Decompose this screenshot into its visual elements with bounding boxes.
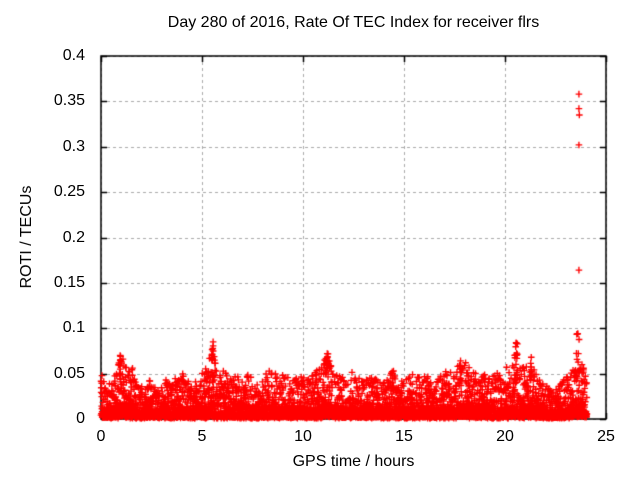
- y-tick-label: 0.35: [53, 92, 85, 110]
- x-tick-label: 5: [197, 428, 207, 445]
- x-tick-label: 20: [496, 428, 514, 445]
- x-axis-title: GPS time / hours: [292, 453, 415, 470]
- x-tick-label: 15: [395, 428, 413, 445]
- x-tick-label: 0: [96, 428, 106, 445]
- y-tick-label: 0.15: [53, 273, 85, 291]
- y-tick-label: 0.05: [53, 364, 85, 382]
- chart-title: Day 280 of 2016, Rate Of TEC Index for r…: [167, 14, 540, 31]
- x-tick-label: 25: [597, 428, 615, 445]
- y-tick-label: 0.3: [62, 137, 85, 155]
- y-tick-label: 0.2: [62, 228, 85, 246]
- y-tick-label: 0: [76, 410, 85, 427]
- x-tick-label: 10: [294, 428, 312, 445]
- y-tick-label: 0.25: [53, 183, 85, 201]
- y-tick-label: 0.4: [62, 47, 85, 64]
- y-tick-label: 0.1: [62, 319, 85, 337]
